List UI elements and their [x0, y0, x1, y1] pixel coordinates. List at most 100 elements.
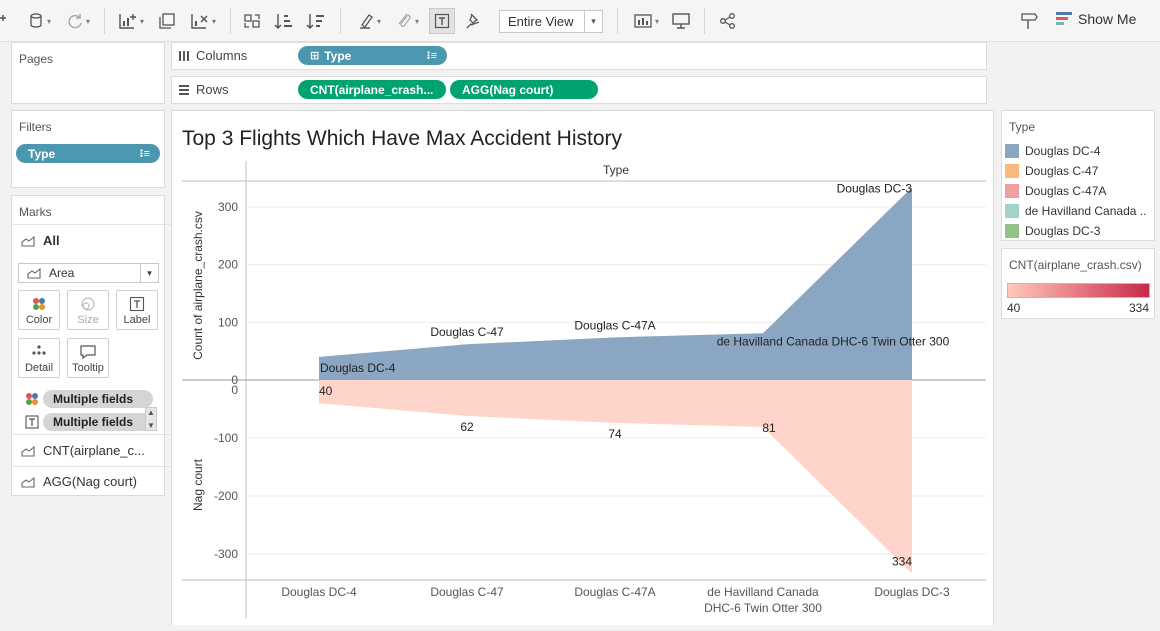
sort-descending-icon[interactable]	[304, 9, 328, 33]
toolbar-divider	[704, 8, 705, 34]
color-palette-icon	[33, 298, 45, 310]
area-mark-icon	[21, 235, 35, 247]
cnt-legend-title: CNT(airplane_crash.csv)	[1009, 258, 1142, 272]
clear-sheet-icon[interactable]: ▾	[185, 9, 221, 33]
color-field-label: Multiple fields	[53, 392, 134, 406]
legend-label: de Havilland Canada ..	[1025, 204, 1147, 218]
duplicate-sheet-icon[interactable]	[155, 9, 179, 33]
legend-label: Douglas DC-4	[1025, 144, 1101, 158]
legend-item[interactable]: Douglas C-47A	[1005, 184, 1106, 198]
cnt-legend[interactable]: CNT(airplane_crash.csv) 40 334	[1001, 248, 1155, 319]
columns-pill-type[interactable]: ⊞ Type ⁝≡	[298, 46, 447, 65]
filter-pill-type[interactable]: Type ⁝≡	[16, 144, 160, 163]
size-button-label: Size	[77, 314, 99, 326]
label-button[interactable]: Label	[116, 290, 158, 330]
sort-ascending-icon[interactable]	[272, 9, 296, 33]
tooltip-bubble-icon	[80, 345, 96, 360]
rows-pill-cnt-label: CNT(airplane_crash...	[310, 82, 434, 97]
legend-label: Douglas C-47A	[1025, 184, 1107, 198]
legend-item[interactable]: Douglas DC-4	[1005, 144, 1100, 158]
tooltip-sign-icon[interactable]	[1017, 9, 1041, 33]
mark-type-value: Area	[49, 266, 75, 280]
type-legend[interactable]: Type Douglas DC-4 Douglas C-47 Douglas C-4…	[1001, 110, 1155, 241]
share-icon[interactable]	[716, 9, 740, 33]
show-me-label: Show Me	[1078, 11, 1137, 27]
toolbar-divider	[617, 8, 618, 34]
color-button-label: Color	[25, 314, 53, 326]
bottom-mark-label: 74	[608, 427, 622, 441]
marks-all-tab[interactable]: All	[13, 224, 175, 256]
chevron-down-icon: ▾	[584, 11, 602, 32]
chart-svg: Top 3 Flights Which Have Max Accident Hi…	[182, 127, 986, 619]
legend-item[interactable]: de Havilland Canada ..	[1005, 204, 1146, 218]
swap-rows-columns-icon[interactable]	[240, 9, 264, 33]
new-datasource-icon[interactable]	[0, 9, 10, 33]
refresh-icon[interactable]: ▾	[60, 9, 96, 33]
highlight-icon[interactable]: ▾	[352, 9, 386, 33]
marks-card-cnt[interactable]: CNT(airplane_c...	[13, 434, 175, 466]
mark-type-dropdown[interactable]: Area ▾	[18, 263, 159, 283]
marks-card: Marks All Area ▾ Color Size Label Detail…	[11, 195, 175, 496]
toolbar-divider	[230, 8, 231, 34]
chart-labels: Douglas DC-4 Douglas C-47 Douglas C-47A de …	[319, 181, 950, 568]
chevron-down-icon: ▾	[140, 264, 158, 282]
y-axis-title-top: Count of airplane_crash.csv	[191, 211, 205, 360]
tooltip-button[interactable]: Tooltip	[67, 338, 109, 378]
area-nag-court	[319, 380, 912, 574]
view-area: Top 3 Flights Which Have Max Accident Hi…	[171, 110, 994, 625]
new-worksheet-icon[interactable]: ▾	[113, 9, 149, 33]
tooltip-button-label: Tooltip	[72, 362, 104, 374]
show-mark-labels-icon[interactable]	[429, 8, 455, 34]
rows-shelf[interactable]: Rows CNT(airplane_crash... AGG(Nag court…	[171, 76, 987, 104]
presentation-mode-icon[interactable]	[668, 9, 694, 33]
datasource-icon[interactable]: ▾	[22, 9, 58, 33]
filter-pill-label: Type	[28, 146, 56, 161]
top-mark-label: Douglas DC-4	[320, 361, 396, 375]
fit-dropdown[interactable]: Entire View ▾	[499, 10, 603, 33]
rows-pill-nag[interactable]: AGG(Nag court)	[450, 80, 598, 99]
legend-item[interactable]: Douglas DC-3	[1005, 224, 1100, 238]
marks-scrollbar[interactable]: ▲ ▼	[145, 407, 157, 431]
color-field-pill[interactable]: Multiple fields	[43, 390, 153, 408]
label-field-pill[interactable]: Multiple fields	[43, 413, 153, 431]
size-icon	[81, 297, 95, 311]
detail-dots-icon	[32, 345, 46, 355]
legend-swatch	[1005, 164, 1019, 178]
show-me-icon	[1056, 12, 1072, 25]
show-cards-icon[interactable]: ▾	[628, 9, 664, 33]
x-tick-label: Douglas C-47A	[574, 585, 655, 599]
color-dots-icon	[25, 392, 39, 411]
x-tick-label: Douglas DC-3	[874, 585, 950, 599]
legend-label: Douglas DC-3	[1025, 224, 1101, 238]
group-members-icon[interactable]: ▾	[390, 9, 424, 33]
rows-shelf-label: Rows	[178, 82, 229, 97]
rows-pill-cnt[interactable]: CNT(airplane_crash...	[298, 80, 446, 99]
legend-swatch	[1005, 144, 1019, 158]
toolbar-divider	[104, 8, 105, 34]
type-legend-title: Type	[1009, 120, 1036, 134]
y-tick-label: 300	[218, 200, 238, 214]
marks-card-nag[interactable]: AGG(Nag court)	[13, 466, 175, 496]
legend-label: Douglas C-47	[1025, 164, 1099, 178]
area-count	[319, 187, 912, 380]
show-me-button[interactable]: Show Me	[1056, 11, 1136, 27]
legend-item[interactable]: Douglas C-47	[1005, 164, 1098, 178]
label-text-icon	[129, 296, 145, 312]
marks-all-label: All	[43, 233, 60, 248]
pages-title: Pages	[19, 52, 54, 66]
filters-card[interactable]: Filters Type ⁝≡	[11, 110, 165, 188]
detail-button[interactable]: Detail	[18, 338, 60, 378]
area-mark-icon	[27, 267, 41, 279]
x-tick-label: Douglas DC-4	[281, 585, 357, 599]
columns-shelf[interactable]: Columns ⊞ Type ⁝≡	[171, 42, 987, 70]
pages-card[interactable]: Pages	[11, 42, 165, 104]
bottom-mark-label: 334	[892, 555, 912, 569]
toolbar: ▾ ▾ ▾ ▾ ▾ ▾ Entire View ▾ ▾	[0, 0, 1160, 42]
area-mark-icon	[21, 476, 35, 488]
size-button[interactable]: Size	[67, 290, 109, 330]
color-button[interactable]: Color	[18, 290, 60, 330]
fix-axes-pin-icon[interactable]	[461, 9, 485, 33]
bottom-mark-label: 62	[460, 420, 474, 434]
area-mark-icon	[21, 445, 35, 457]
y-tick-label: -300	[214, 547, 238, 561]
